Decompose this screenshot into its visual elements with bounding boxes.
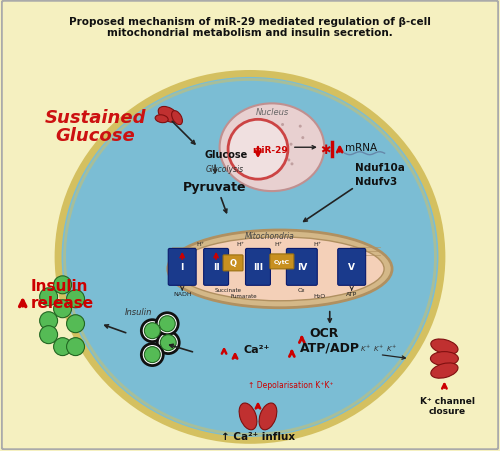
Text: ✱: ✱: [320, 143, 331, 156]
Text: Succinate: Succinate: [214, 288, 242, 293]
Circle shape: [40, 326, 58, 344]
Circle shape: [244, 134, 247, 138]
Text: Ndufv3: Ndufv3: [354, 177, 397, 187]
Circle shape: [281, 124, 284, 127]
Text: Proposed mechanism of miR-29 mediated regulation of β-cell: Proposed mechanism of miR-29 mediated re…: [69, 17, 431, 27]
Text: II: II: [212, 263, 220, 272]
Circle shape: [290, 143, 292, 147]
Circle shape: [288, 159, 290, 162]
Text: Insulin
release: Insulin release: [30, 278, 94, 310]
FancyBboxPatch shape: [204, 249, 229, 285]
FancyBboxPatch shape: [338, 249, 365, 285]
Circle shape: [40, 312, 58, 330]
Text: ATP: ATP: [346, 292, 358, 297]
Ellipse shape: [431, 339, 458, 354]
Circle shape: [144, 323, 160, 339]
Circle shape: [142, 344, 164, 366]
Circle shape: [156, 313, 178, 335]
Text: ↑ Ca²⁺ influx: ↑ Ca²⁺ influx: [221, 432, 295, 442]
Ellipse shape: [155, 115, 168, 124]
Text: V: V: [348, 263, 355, 272]
Text: IV: IV: [296, 263, 307, 272]
Text: Glycolysis: Glycolysis: [206, 164, 244, 173]
Circle shape: [160, 335, 176, 351]
FancyBboxPatch shape: [270, 254, 294, 269]
Text: Glucose: Glucose: [204, 150, 248, 160]
FancyBboxPatch shape: [168, 249, 196, 285]
Text: ATP/ADP: ATP/ADP: [300, 341, 360, 353]
Text: NADH: NADH: [173, 292, 192, 297]
Ellipse shape: [168, 230, 392, 308]
Text: Q: Q: [230, 259, 236, 268]
Text: Fumarate: Fumarate: [230, 294, 258, 299]
Circle shape: [144, 347, 160, 363]
Circle shape: [54, 276, 72, 294]
Circle shape: [298, 125, 302, 129]
Ellipse shape: [158, 107, 178, 123]
Text: O₂: O₂: [298, 288, 306, 293]
Circle shape: [54, 300, 72, 318]
Ellipse shape: [431, 363, 458, 378]
Ellipse shape: [172, 111, 182, 125]
Ellipse shape: [58, 74, 442, 440]
Text: III: III: [253, 263, 263, 272]
Text: Ca²⁺: Ca²⁺: [243, 344, 270, 354]
Circle shape: [278, 150, 281, 153]
Ellipse shape: [220, 104, 324, 192]
Text: H⁺: H⁺: [274, 242, 282, 247]
Circle shape: [290, 163, 294, 166]
Circle shape: [276, 148, 278, 151]
Circle shape: [40, 288, 58, 306]
Circle shape: [160, 316, 175, 332]
Text: K$^+$ K$^+$ K$^+$: K$^+$ K$^+$ K$^+$: [360, 343, 397, 353]
Text: I: I: [180, 263, 184, 272]
Circle shape: [66, 290, 84, 308]
Ellipse shape: [239, 403, 257, 430]
Text: closure: closure: [429, 406, 466, 415]
Circle shape: [142, 320, 164, 342]
Circle shape: [261, 151, 264, 154]
Circle shape: [262, 151, 266, 154]
Text: ↑ Depolarisation K⁺K⁺: ↑ Depolarisation K⁺K⁺: [248, 380, 334, 389]
Text: OCR: OCR: [310, 327, 339, 340]
Circle shape: [228, 120, 288, 180]
Circle shape: [66, 338, 84, 356]
Text: H⁺: H⁺: [196, 242, 204, 247]
Text: Nucleus: Nucleus: [256, 108, 288, 117]
Circle shape: [54, 338, 72, 356]
Text: H⁺: H⁺: [314, 242, 322, 247]
FancyBboxPatch shape: [223, 255, 243, 271]
Text: Mitochondria: Mitochondria: [245, 232, 295, 241]
Ellipse shape: [430, 352, 458, 366]
Text: H₂O: H₂O: [314, 294, 326, 299]
Text: K⁺ channel: K⁺ channel: [420, 396, 475, 405]
Text: Sustained: Sustained: [44, 109, 146, 127]
Ellipse shape: [259, 403, 277, 430]
Circle shape: [236, 157, 240, 160]
FancyBboxPatch shape: [246, 249, 270, 285]
Text: Pyruvate: Pyruvate: [184, 180, 247, 193]
Text: Nduf10a: Nduf10a: [354, 163, 405, 173]
Text: CytC: CytC: [274, 259, 290, 264]
Circle shape: [158, 332, 179, 354]
Text: Glucose: Glucose: [56, 127, 136, 145]
Text: H⁺: H⁺: [236, 242, 244, 247]
Text: Insulin: Insulin: [124, 308, 152, 317]
Ellipse shape: [176, 237, 384, 301]
Circle shape: [302, 137, 304, 140]
Text: mRNA: mRNA: [344, 143, 377, 153]
Circle shape: [66, 315, 84, 333]
Text: miR-29: miR-29: [252, 145, 288, 154]
FancyBboxPatch shape: [286, 249, 318, 285]
Text: mitochondrial metabolism and insulin secretion.: mitochondrial metabolism and insulin sec…: [107, 28, 393, 37]
